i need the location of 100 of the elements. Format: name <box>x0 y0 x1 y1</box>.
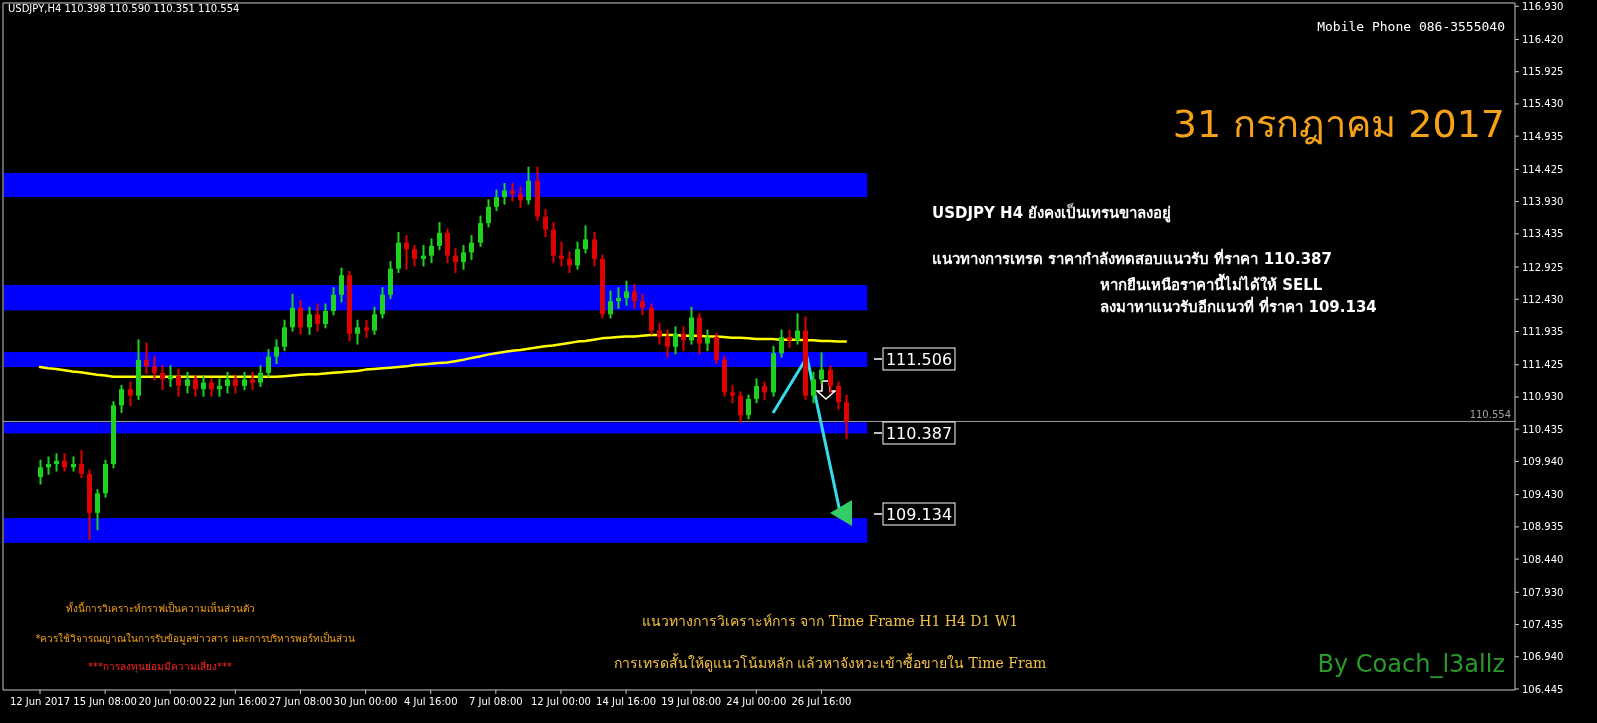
candlestick <box>502 183 507 205</box>
candlestick <box>176 368 181 397</box>
y-tick-label: 109.940 <box>1522 455 1564 467</box>
candlestick <box>185 371 190 394</box>
price-label: 111.506 <box>873 347 956 371</box>
candlestick <box>811 371 816 404</box>
annotation: การเทรดสั้นให้ดูแนวโน้มหลัก แล้วหาจังหวะเข้าซื้อขายใน Time Fram <box>613 653 1047 672</box>
text: By Coach_l3allz <box>1317 650 1505 678</box>
x-tick-label: 24 Jul 00:00 <box>726 696 787 707</box>
y-tick-label: 114.425 <box>1522 163 1564 175</box>
candlestick <box>193 375 198 397</box>
y-tick-label: 114.935 <box>1522 130 1564 142</box>
candlestick <box>339 267 344 303</box>
y-tick-label: 111.935 <box>1522 326 1564 338</box>
y-tick-label: 107.930 <box>1522 586 1564 598</box>
candlestick <box>445 228 450 264</box>
candlestick <box>567 251 572 273</box>
candlestick <box>714 332 719 365</box>
candlestick <box>526 166 531 205</box>
candlestick <box>380 287 385 319</box>
candlestick <box>681 326 686 352</box>
candlestick <box>746 394 751 420</box>
candlestick <box>355 319 360 345</box>
x-tick-label: 22 Jun 16:00 <box>203 696 268 707</box>
y-tick-label: 107.435 <box>1522 619 1564 631</box>
candlestick <box>494 189 499 212</box>
candlestick <box>616 287 621 309</box>
candlestick <box>144 342 149 374</box>
y-tick-label: 108.935 <box>1522 521 1564 533</box>
candlestick <box>510 183 515 202</box>
candlestick <box>290 293 295 332</box>
annotation: แนวทางการวิเคราะห์การ จาก Time Frame H1 H4 D1 W1 <box>641 613 1019 629</box>
x-tick-label: 27 Jun 08:00 <box>268 696 333 707</box>
annotation: ***การลงทุนย่อมมีความเสี่ยง*** <box>88 659 232 673</box>
candlestick <box>437 222 442 251</box>
candlestick <box>819 352 824 384</box>
candlestick <box>608 290 613 319</box>
y-tick-label: 111.425 <box>1522 359 1564 371</box>
candlestick <box>469 235 474 260</box>
x-tick-label: 7 Jul 08:00 <box>469 696 523 707</box>
y-tick-label: 106.940 <box>1522 651 1564 663</box>
annotation: ทั้งนี้การวิเคราะห์กราฟเป็นความเห็นส่วนตัว <box>65 601 255 614</box>
candlestick <box>282 319 287 352</box>
chart-title: USDJPY,H4 110.398 110.590 110.351 110.554 <box>8 3 240 14</box>
candlestick <box>689 306 694 345</box>
candlestick <box>559 241 564 267</box>
candlestick <box>478 215 483 247</box>
y-tick-label: 108.440 <box>1522 553 1564 565</box>
candlestick <box>754 378 759 404</box>
x-tick-label: 26 Jul 16:00 <box>791 696 852 707</box>
x-tick-label: 12 Jul 00:00 <box>530 696 591 707</box>
candlestick <box>738 391 743 423</box>
candlestick <box>632 283 637 309</box>
y-tick-label: 112.430 <box>1522 293 1564 305</box>
candlestick <box>217 378 222 397</box>
candlestick <box>160 365 165 391</box>
candlestick <box>705 329 710 352</box>
candlestick <box>54 453 59 472</box>
candlestick <box>787 329 792 348</box>
candlestick <box>657 323 662 345</box>
y-tick-label: 113.435 <box>1522 228 1564 240</box>
candlestick <box>453 248 458 273</box>
candlestick <box>640 293 645 316</box>
candlestick <box>307 306 312 335</box>
y-tick-label: 116.930 <box>1522 0 1564 12</box>
candlestick <box>583 225 588 254</box>
candlestick <box>828 365 833 394</box>
y-tick-label: 115.430 <box>1522 98 1564 110</box>
candlestick <box>844 394 849 439</box>
ref-line-label: 110.554 <box>1469 409 1511 421</box>
y-tick-label: 113.930 <box>1522 196 1564 208</box>
candlestick <box>575 241 580 270</box>
candlestick <box>323 303 328 329</box>
price-label: 109.134 <box>873 502 956 526</box>
candlestick <box>543 209 548 238</box>
x-tick-label: 30 Jun 00:00 <box>333 696 398 707</box>
candlestick <box>274 339 279 365</box>
candlestick <box>71 456 76 472</box>
candlestick <box>836 381 841 410</box>
y-tick-label: 115.925 <box>1522 66 1564 78</box>
candlestick <box>421 244 426 267</box>
price-label: 110.387 <box>873 421 956 445</box>
candlestick <box>518 186 523 208</box>
candlestick <box>795 313 800 345</box>
y-tick-label: 112.925 <box>1522 261 1564 273</box>
candlestick <box>38 459 43 485</box>
candlestick <box>128 381 133 407</box>
candlestick <box>119 384 124 413</box>
candlestick <box>461 244 466 270</box>
candlestick <box>152 355 157 381</box>
candlestick <box>168 365 173 387</box>
candlestick <box>665 329 670 358</box>
x-tick-label: 20 Jun 00:00 <box>138 696 203 707</box>
candlestick <box>429 238 434 264</box>
candlestick <box>201 375 206 397</box>
text: ลงมาหาแนวรับอีกแนวที่ ที่ราคา 109.134 <box>1100 296 1377 316</box>
y-tick-label: 110.930 <box>1522 391 1564 403</box>
candlestick <box>225 371 230 394</box>
candlestick <box>486 199 491 228</box>
candlestick <box>592 231 597 267</box>
